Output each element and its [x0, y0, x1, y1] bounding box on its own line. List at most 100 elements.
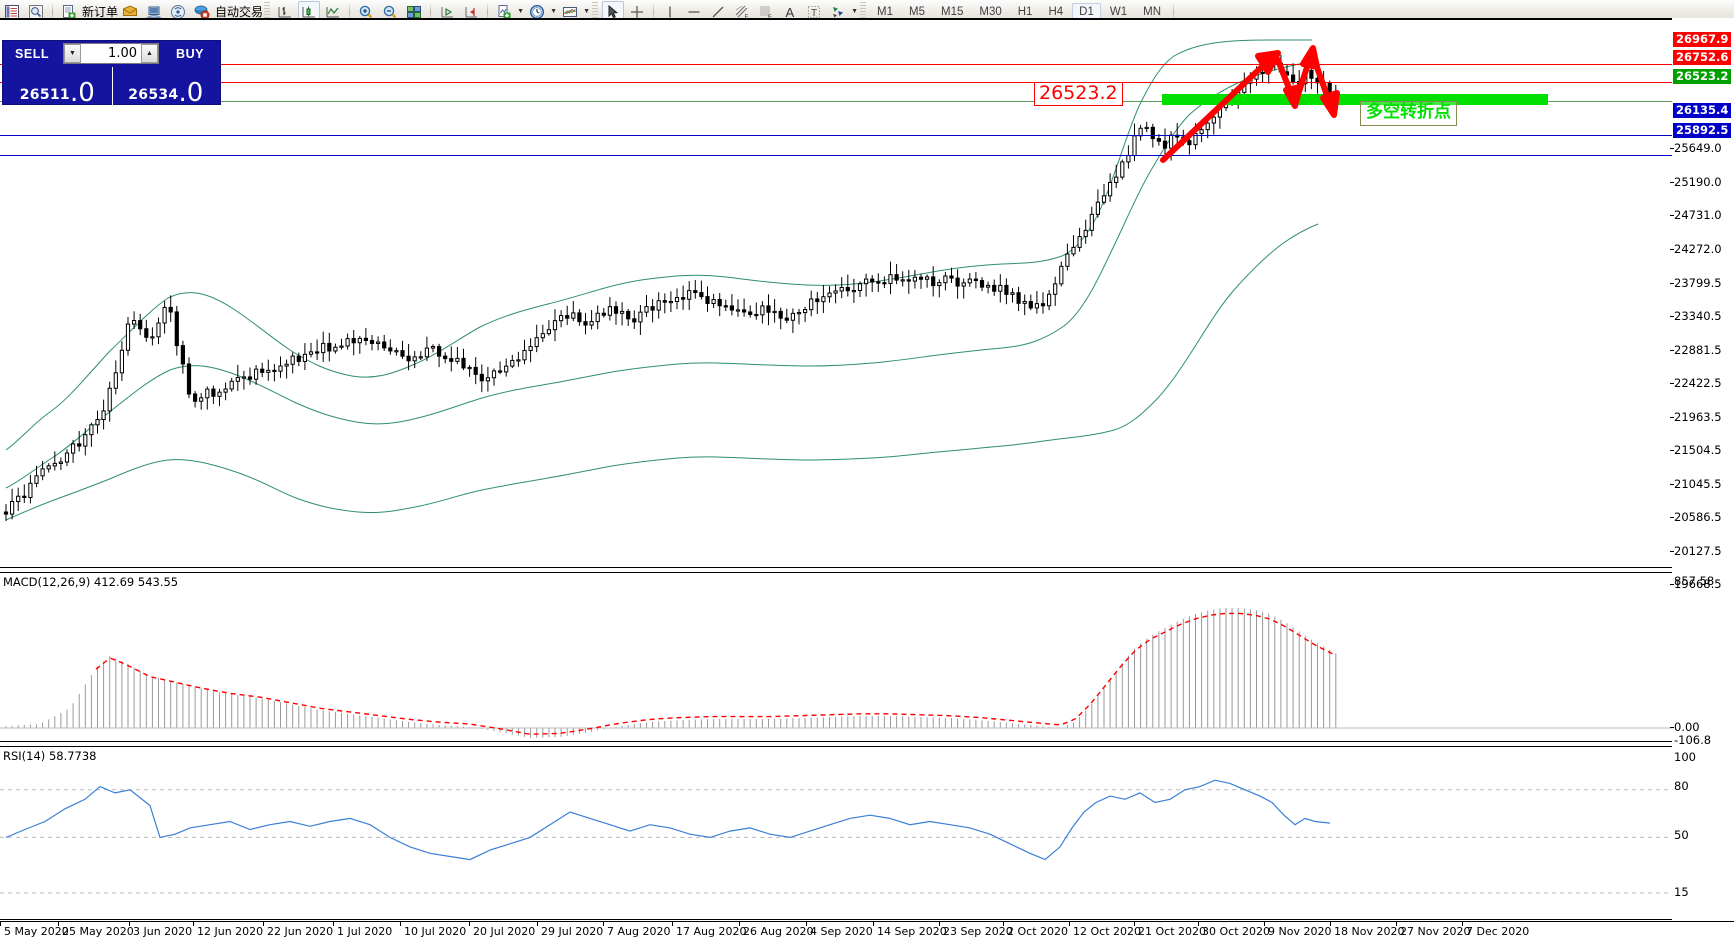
price-axis-badge[interactable]: 25892.5 [1673, 123, 1732, 138]
sell-button[interactable]: SELL [15, 46, 49, 61]
timeframe-m30[interactable]: M30 [979, 5, 1002, 18]
autoscroll-icon[interactable] [436, 1, 458, 23]
timeframe-w1[interactable]: W1 [1109, 5, 1128, 18]
volume-decrease-button[interactable]: ▼ [64, 44, 81, 63]
resistance-line-1[interactable] [0, 64, 1672, 65]
date-axis-tick-label: 26 Aug 2020 [743, 925, 814, 938]
buy-button[interactable]: BUY [176, 46, 204, 61]
text-tool-icon[interactable]: A [779, 1, 801, 23]
price-axis-tick-label: 20127.5 [1674, 544, 1722, 558]
price-axis[interactable] [1672, 18, 1734, 920]
price-axis-tick-label: 22422.5 [1674, 376, 1722, 390]
timeframe-m15[interactable]: M15 [941, 5, 964, 18]
price-axis-tickmark [1670, 417, 1674, 418]
market-watch-icon[interactable] [1, 1, 23, 23]
toolbar-separator [52, 2, 53, 21]
chart-note-label[interactable]: 多空转折点 [1360, 101, 1457, 126]
zoom-in-icon[interactable] [355, 1, 377, 23]
one-click-trading-panel[interactable]: SELL ▼ 1.00 ▲ BUY 26511.0 26534.0 [2, 40, 221, 108]
date-axis-tickmark [603, 922, 604, 926]
chevron-down-icon[interactable]: ▼ [550, 8, 557, 15]
timeframe-h1[interactable]: H1 [1017, 5, 1033, 18]
bar-chart-icon[interactable] [274, 1, 296, 23]
sell-price[interactable]: 26511.0 [3, 66, 112, 108]
equidistant-channel-tool-icon[interactable]: E [731, 1, 753, 23]
date-axis-tick-label: 2 Oct 2020 [1007, 925, 1069, 938]
price-axis-tickmark [1670, 383, 1674, 384]
price-axis-tick-label: 25649.0 [1674, 141, 1722, 155]
date-axis-tickmark [939, 922, 940, 926]
volume-increase-button[interactable]: ▲ [141, 44, 158, 63]
candlestick-chart-icon[interactable] [298, 0, 321, 23]
terminal-icon[interactable] [143, 1, 165, 23]
price-axis-badge[interactable]: 26135.4 [1673, 103, 1732, 118]
chartshift-icon[interactable] [460, 1, 482, 23]
timeframe-m1[interactable]: M1 [877, 5, 894, 18]
resistance-line-2[interactable] [0, 82, 1672, 83]
toolbar-separator [430, 2, 432, 21]
grid-windows-icon[interactable] [403, 1, 425, 23]
date-axis-tick-label: 18 Nov 2020 [1334, 925, 1405, 938]
price-axis-tickmark [1670, 450, 1674, 451]
chevron-down-icon[interactable]: ▼ [851, 8, 858, 15]
oct-price-row[interactable]: 26511.0 26534.0 [3, 66, 221, 108]
price-pane[interactable]: 26523.2 多空转折点 [0, 18, 1672, 568]
rsi-axis-tick-label: 80 [1674, 779, 1689, 793]
autotrading-button[interactable] [191, 1, 213, 23]
date-axis-tickmark [537, 922, 538, 926]
volume-value[interactable]: 1.00 [108, 46, 137, 61]
trendline-tool-icon[interactable] [707, 1, 729, 23]
indicator-icon[interactable] [559, 1, 581, 23]
zoom-out-icon[interactable] [379, 1, 401, 23]
timeframe-h4[interactable]: H4 [1048, 5, 1064, 18]
buy-price[interactable]: 26534.0 [112, 66, 221, 106]
timeframe-m5[interactable]: M5 [909, 5, 925, 18]
date-axis-tick-label: 25 May 2020 [62, 925, 134, 938]
date-axis-tick-label: 29 Jul 2020 [541, 925, 604, 938]
chevron-down-icon[interactable]: ▼ [517, 8, 524, 15]
arrows-tool-icon[interactable] [827, 1, 849, 23]
horizontal-line-tool-icon[interactable] [683, 1, 705, 23]
price-axis-tick-label: 21045.5 [1674, 477, 1722, 491]
date-axis[interactable]: 5 May 2020 25 May 2020 3 Jun 2020 12 Jun 20… [0, 921, 1734, 940]
chevron-down-icon[interactable]: ▼ [583, 8, 590, 15]
autotrading-label: 自动交易 [215, 5, 264, 19]
manual-arrow-annotations[interactable] [0, 20, 1672, 567]
sell-price-decimal: .0 [69, 78, 95, 108]
price-axis-badge[interactable]: 26523.2 [1673, 69, 1732, 84]
envelope-icon[interactable] [119, 1, 141, 23]
rsi-pane[interactable]: RSI(14) 58.7738 [0, 746, 1672, 920]
support-line-2[interactable] [0, 155, 1672, 156]
toolbar-grip[interactable] [264, 1, 271, 22]
pivot-line[interactable] [0, 101, 1672, 102]
key-level-zone[interactable] [1162, 94, 1548, 105]
clock-icon[interactable] [526, 1, 548, 23]
crosshair-tool-icon[interactable] [626, 1, 648, 23]
date-axis-tickmark [58, 922, 59, 926]
sell-price-integer: 26511 [19, 87, 70, 103]
template-icon[interactable] [493, 1, 515, 23]
price-pane-canvas[interactable]: 26523.2 多空转折点 [0, 20, 1672, 567]
macd-pane-canvas[interactable] [0, 573, 1672, 741]
volume-stepper[interactable]: ▼ 1.00 ▲ [63, 43, 159, 64]
toolbar-grip[interactable] [860, 1, 867, 22]
price-level-label[interactable]: 26523.2 [1034, 82, 1123, 106]
timeframe-mn[interactable]: MN [1143, 5, 1161, 18]
macd-pane[interactable]: MACD(12,26,9) 412.69 543.55 [0, 572, 1672, 742]
new-order-button[interactable] [58, 1, 80, 23]
timeframe-group[interactable]: M1 M5 M15 M30 H1 H4 D1 W1 MN [869, 2, 1169, 21]
svg-text:F: F [768, 15, 772, 20]
label-tool-icon[interactable]: T [803, 1, 825, 23]
oct-header-row[interactable]: SELL ▼ 1.00 ▲ BUY [3, 41, 220, 66]
rsi-pane-canvas[interactable] [0, 747, 1672, 919]
vertical-line-tool-icon[interactable] [659, 1, 681, 23]
oct-divider [112, 67, 113, 106]
buy-price-integer: 26534 [128, 87, 179, 103]
price-axis-tick-label: 25190.0 [1674, 175, 1722, 189]
line-chart-icon[interactable] [322, 1, 344, 23]
fibonacci-tool-icon[interactable]: F [755, 1, 777, 23]
toolbar-grip[interactable] [592, 1, 599, 22]
price-axis-badge[interactable]: 26967.9 [1673, 32, 1732, 47]
support-line-1[interactable] [0, 135, 1672, 136]
price-axis-badge[interactable]: 26752.6 [1673, 50, 1732, 65]
